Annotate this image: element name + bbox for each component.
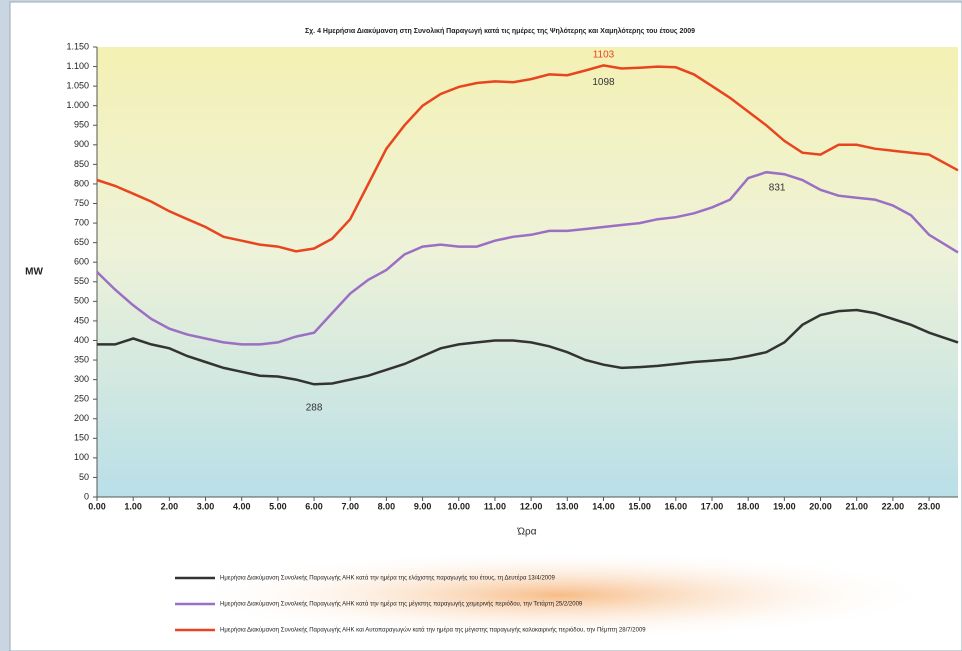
x-tick-label: 6.00 xyxy=(305,501,323,511)
x-tick-label: 23.00 xyxy=(918,501,941,511)
legend-label: Ημερήσια Διακύμανση Συνολικής Παραγωγής … xyxy=(220,627,646,634)
y-tick-label: 300 xyxy=(74,374,89,384)
x-tick-label: 17.00 xyxy=(701,501,724,511)
x-axis-label: Ώρα xyxy=(517,527,537,538)
x-tick-label: 5.00 xyxy=(269,501,287,511)
x-tick-label: 15.00 xyxy=(628,501,651,511)
legend-label: Ημερήσια Διακύμανση Συνολικής Παραγωγής … xyxy=(220,575,555,582)
legend-label: Ημερήσια Διακύμανση Συνολικής Παραγωγής … xyxy=(220,601,583,608)
y-axis-label: MW xyxy=(25,267,43,278)
y-tick-label: 350 xyxy=(74,354,89,364)
annotation: 1098 xyxy=(592,77,615,88)
x-tick-label: 16.00 xyxy=(665,501,688,511)
x-tick-label: 12.00 xyxy=(520,501,543,511)
y-tick-label: 50 xyxy=(79,472,89,482)
x-tick-label: 3.00 xyxy=(197,501,215,511)
y-tick-label: 1.150 xyxy=(66,41,89,51)
x-tick-label: 10.00 xyxy=(447,501,470,511)
y-tick-label: 400 xyxy=(74,335,89,345)
x-tick-label: 2.00 xyxy=(161,501,179,511)
series-line xyxy=(96,64,959,253)
x-tick-label: 9.00 xyxy=(414,501,432,511)
y-tick-label: 950 xyxy=(74,120,89,130)
x-tick-label: 13.00 xyxy=(556,501,579,511)
x-tick-label: 8.00 xyxy=(378,501,396,511)
y-tick-label: 1.100 xyxy=(66,61,89,71)
y-tick-label: 100 xyxy=(74,452,89,462)
x-tick-label: 0.00 xyxy=(88,501,106,511)
annotation: 831 xyxy=(769,183,786,194)
x-tick-label: 11.00 xyxy=(484,501,506,511)
y-tick-label: 900 xyxy=(74,139,89,149)
y-tick-label: 0 xyxy=(84,491,89,501)
x-tick-label: 14.00 xyxy=(592,501,615,511)
annotation: 288 xyxy=(306,402,323,413)
y-tick-label: 1.050 xyxy=(66,81,89,91)
y-tick-label: 250 xyxy=(74,394,89,404)
annotation: 1103 xyxy=(593,49,615,60)
y-tick-label: 450 xyxy=(74,315,89,325)
chart-title: Σχ. 4 Ημερήσια Διακύμανση στη Συνολική Π… xyxy=(305,27,695,35)
y-tick-label: 200 xyxy=(74,413,89,423)
y-tick-label: 800 xyxy=(74,178,89,188)
series-line xyxy=(97,308,959,386)
y-tick-label: 850 xyxy=(74,159,89,169)
x-tick-label: 22.00 xyxy=(882,501,905,511)
x-tick-label: 20.00 xyxy=(809,501,832,511)
y-tick-label: 1.000 xyxy=(66,100,89,110)
y-tick-label: 600 xyxy=(74,257,89,267)
series-line xyxy=(96,170,959,346)
x-tick-label: 1.00 xyxy=(124,501,142,511)
y-tick-label: 700 xyxy=(74,217,89,227)
y-tick-label: 750 xyxy=(74,198,89,208)
y-tick-label: 500 xyxy=(74,296,89,306)
x-tick-label: 4.00 xyxy=(233,501,251,511)
x-tick-label: 19.00 xyxy=(773,501,796,511)
plot-area xyxy=(97,47,958,497)
x-tick-label: 7.00 xyxy=(341,501,359,511)
x-tick-label: 18.00 xyxy=(737,501,760,511)
y-tick-label: 550 xyxy=(74,276,89,286)
y-tick-label: 150 xyxy=(74,433,89,443)
legend-glow xyxy=(180,550,940,640)
y-tick-label: 650 xyxy=(74,237,89,247)
x-tick-label: 21.00 xyxy=(845,501,868,511)
